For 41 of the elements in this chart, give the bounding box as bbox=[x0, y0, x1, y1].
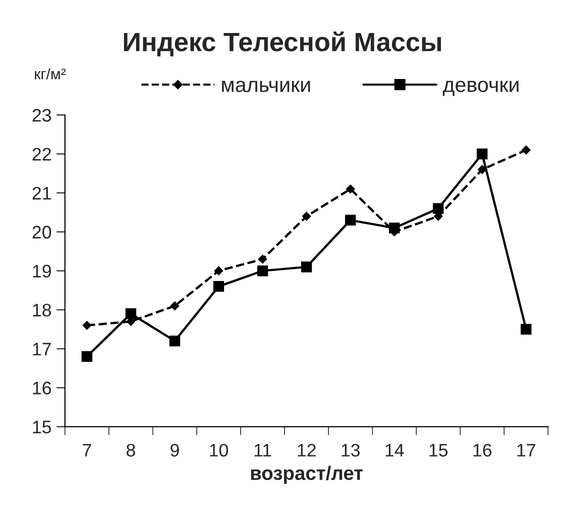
point bbox=[301, 262, 312, 272]
x-tick-label: 11 bbox=[254, 444, 272, 456]
point bbox=[214, 266, 224, 276]
legend-label: мальчики bbox=[222, 80, 310, 92]
point bbox=[520, 324, 532, 335]
point bbox=[476, 148, 488, 160]
point bbox=[345, 214, 356, 226]
point bbox=[302, 212, 311, 221]
y-tick-label: 19 bbox=[33, 264, 51, 278]
x-tick-label: 12 bbox=[298, 444, 316, 456]
x-tick-label: 10 bbox=[210, 444, 228, 457]
y-tick-label: 16 bbox=[33, 382, 51, 394]
y-tick-label: 21 bbox=[32, 186, 51, 200]
x-tick-label: 13 bbox=[342, 444, 360, 457]
y-tick-label: 15 bbox=[33, 420, 52, 434]
x-axis-title: возраст/лет bbox=[251, 466, 363, 484]
x-tick-label: 17 bbox=[517, 444, 536, 456]
x-tick-label: 9 bbox=[170, 444, 179, 457]
y-tick-label: 20 bbox=[32, 226, 52, 239]
legend-label: девочки bbox=[442, 80, 518, 96]
point bbox=[346, 184, 355, 194]
chart-title: Индекс Телесной Массы bbox=[124, 31, 441, 56]
y-tick-label: 18 bbox=[33, 304, 51, 317]
point bbox=[258, 254, 268, 264]
y-tick-label: 22 bbox=[32, 148, 51, 160]
y-tick-label: 23 bbox=[32, 108, 51, 122]
point bbox=[82, 320, 92, 330]
x-tick-label: 15 bbox=[430, 444, 448, 457]
point bbox=[522, 146, 531, 154]
x-tick-label: 8 bbox=[126, 444, 136, 457]
x-tick-label: 16 bbox=[474, 444, 492, 457]
x-tick-label: 7 bbox=[82, 444, 92, 456]
point bbox=[125, 308, 136, 320]
point bbox=[170, 301, 180, 310]
point bbox=[169, 336, 180, 346]
x-tick-label: 14 bbox=[386, 444, 404, 456]
point bbox=[82, 351, 92, 362]
point bbox=[257, 265, 268, 276]
y-tick-label: 17 bbox=[33, 342, 51, 356]
point bbox=[213, 281, 224, 292]
y-axis-title: кг/м² bbox=[34, 68, 66, 80]
